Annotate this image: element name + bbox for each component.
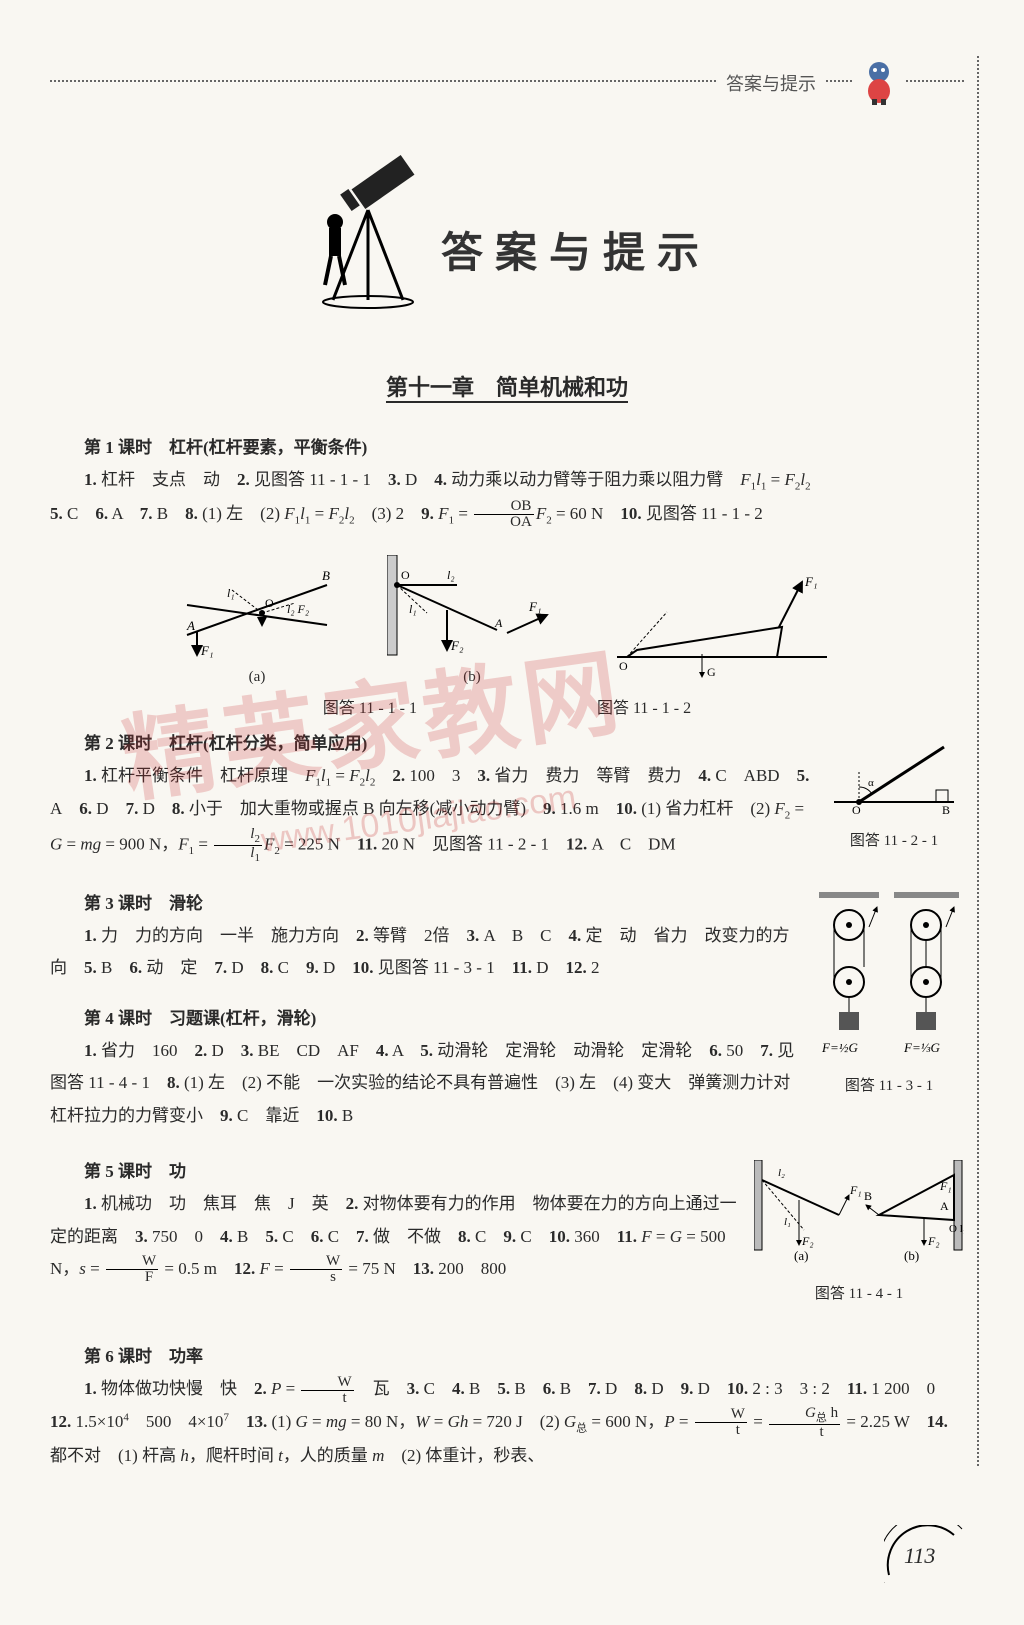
svg-text:(b): (b)	[904, 1248, 919, 1263]
telescope-icon	[303, 150, 433, 310]
svg-text:O: O	[265, 596, 274, 610]
dotted-line-top	[50, 80, 964, 82]
main-title: 答案与提示	[441, 219, 711, 280]
svg-text:G: G	[707, 665, 716, 679]
lesson-6: 第 6 课时 功率 1. 物体做功快慢 快 2. P = Wt 瓦 3. C 4…	[50, 1341, 964, 1472]
svg-text:F₁: F₁	[804, 574, 817, 589]
svg-text:F₁: F₁	[528, 599, 541, 614]
svg-text:O: O	[401, 568, 410, 582]
lesson-5: l₂ l₁ F₁ F₂ (a) B F₂ F₁ A O l₁ (b) 图答 11…	[50, 1156, 964, 1317]
diagram-captions-1: 图答 11 - 1 - 1 图答 11 - 1 - 2	[50, 694, 964, 718]
lesson-2: O B α 图答 11 - 2 - 1 第 2 课时 杠杆(杠杆分类，简单应用)…	[50, 728, 964, 864]
header-label: 答案与提示	[718, 70, 824, 96]
svg-text:l₁: l₁	[227, 586, 235, 600]
lesson-1: 第 1 课时 杠杆(杠杆要素，平衡条件) 1. 杠杆 支点 动 2. 见图答 1…	[50, 432, 964, 531]
caption-11-4-1: 图答 11 - 4 - 1	[754, 1280, 964, 1309]
svg-text:B: B	[942, 803, 950, 817]
diagram-11-1-1b-caption: (b)	[387, 669, 557, 686]
diagram-11-1-1a: O F₁ A B l₁ l₂ F₂ (a)	[177, 555, 337, 686]
lesson-3: F=½G F=⅓G 图答 11 - 3 - 1 第 3 课时 滑轮 1. 力 力…	[50, 888, 964, 1132]
page: 答案与提示 答案与	[0, 0, 1024, 1536]
svg-text:F=½G: F=½G	[821, 1040, 858, 1055]
caption-11-1-1: 图答 11 - 1 - 1	[323, 694, 417, 718]
svg-text:A: A	[494, 616, 503, 630]
caption-11-1-2: 图答 11 - 1 - 2	[597, 694, 691, 718]
svg-text:B: B	[322, 568, 330, 583]
lesson-6-body: 1. 物体做功快慢 快 2. P = Wt 瓦 3. C 4. B 5. B 6…	[50, 1373, 964, 1472]
lesson-6-head: 第 6 课时 功率	[50, 1341, 964, 1373]
title-block: 答案与提示	[50, 150, 964, 310]
svg-text:F₂: F₂	[927, 1234, 940, 1248]
svg-text:(a): (a)	[794, 1248, 808, 1263]
diagram-11-4-1: l₂ l₁ F₁ F₂ (a) B F₂ F₁ A O l₁ (b) 图答 11…	[754, 1160, 964, 1309]
mascot-icon	[854, 56, 904, 106]
svg-text:l₁: l₁	[784, 1216, 791, 1228]
diagram-11-1-1a-caption: (a)	[177, 669, 337, 686]
svg-text:F₁: F₁	[849, 1183, 862, 1197]
top-border: 答案与提示	[50, 50, 964, 120]
diagram-11-1-1b: O l₂ l₁ F₂ F₁ A (b)	[387, 555, 557, 686]
svg-text:F₂: F₂	[450, 638, 464, 653]
caption-11-3-1: 图答 11 - 3 - 1	[814, 1072, 964, 1101]
svg-text:A: A	[940, 1199, 949, 1213]
diagram-row-1: O F₁ A B l₁ l₂ F₂ (a) O l₂	[50, 555, 964, 686]
svg-text:O: O	[619, 659, 628, 673]
svg-text:l₂: l₂	[447, 568, 455, 582]
svg-text:F₁: F₁	[200, 643, 213, 658]
svg-text:F=⅓G: F=⅓G	[903, 1040, 940, 1055]
diagram-11-2-1: O B α 图答 11 - 2 - 1	[824, 732, 964, 856]
svg-text:F₁: F₁	[939, 1179, 952, 1193]
caption-11-2-1: 图答 11 - 2 - 1	[824, 827, 964, 856]
diagram-11-3-1: F=½G F=⅓G 图答 11 - 3 - 1	[814, 892, 964, 1101]
svg-text:F₂: F₂	[801, 1234, 814, 1248]
dotted-line-right	[977, 56, 979, 1466]
svg-text:α: α	[868, 777, 874, 789]
svg-text:O l₁: O l₁	[949, 1223, 964, 1235]
svg-text:l₂: l₂	[778, 1167, 785, 1179]
svg-text:B: B	[864, 1189, 872, 1203]
lesson-1-head: 第 1 课时 杠杆(杠杆要素，平衡条件)	[50, 432, 964, 464]
chapter-title: 第十一章 简单机械和功	[50, 370, 964, 402]
diagram-11-1-2: F₁ O G	[607, 572, 837, 686]
svg-text:O: O	[852, 803, 861, 817]
lesson-1-body: 1. 杠杆 支点 动 2. 见图答 11 - 1 - 1 3. D 4. 动力乘…	[50, 464, 964, 531]
svg-text:l₁: l₁	[409, 602, 417, 616]
svg-text:A: A	[186, 618, 195, 633]
page-number: 113	[904, 1543, 935, 1569]
svg-text:l₂ F₂: l₂ F₂	[287, 602, 309, 616]
page-number-wrap: 113	[884, 1525, 964, 1585]
